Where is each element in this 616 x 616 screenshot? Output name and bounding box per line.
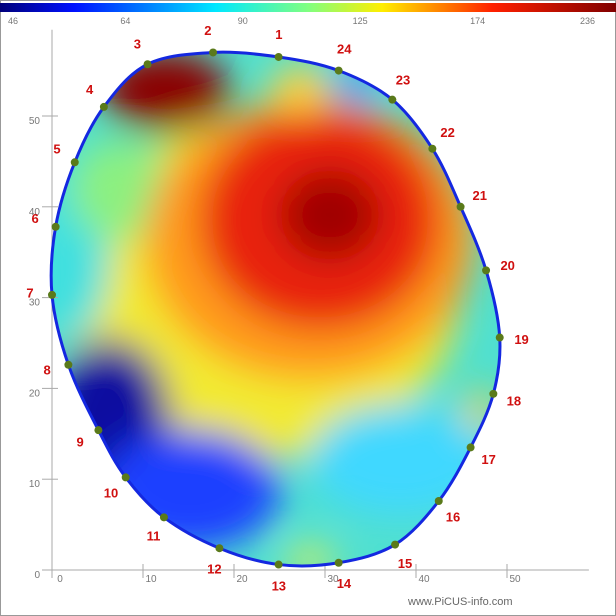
sensor-label: 17 <box>481 452 495 467</box>
sensor-label: 5 <box>53 141 60 156</box>
sensor-point <box>482 266 491 275</box>
colorbar-label: 236 <box>580 16 595 26</box>
sensor-point <box>143 60 152 69</box>
watermark: www.PiCUS-info.com <box>407 596 513 608</box>
sensor-label: 23 <box>396 72 410 87</box>
sensor-point <box>159 513 168 522</box>
sensor-label: 16 <box>446 510 460 525</box>
sensor-point <box>121 473 130 482</box>
y-tick-label: 40 <box>29 207 41 218</box>
sensor-label: 12 <box>207 562 221 577</box>
sensor-label: 20 <box>500 258 514 273</box>
sensor-point <box>388 95 397 104</box>
colorbar <box>0 3 616 12</box>
sensor-point <box>70 158 79 167</box>
sensor-point <box>48 290 56 299</box>
sensor-point <box>495 333 504 342</box>
sensor-point <box>456 202 465 211</box>
sensor-point <box>391 540 400 549</box>
sensor-point <box>209 48 218 57</box>
sensor-label: 13 <box>272 579 286 594</box>
x-tick-label: 0 <box>57 574 63 585</box>
sensor-label: 24 <box>337 41 352 56</box>
sensor-point <box>274 560 283 569</box>
sensor-point <box>64 360 73 369</box>
sensor-point <box>334 558 343 567</box>
sensor-label: 1 <box>275 27 282 42</box>
y-tick-label: 20 <box>29 388 41 399</box>
sensor-label: 19 <box>514 332 528 347</box>
sensor-point <box>334 66 343 75</box>
sensor-point <box>274 52 283 61</box>
sensor-label: 22 <box>440 125 454 140</box>
sensor-point <box>94 426 103 435</box>
sensor-label: 21 <box>473 188 487 203</box>
sensor-label: 2 <box>204 23 211 38</box>
x-tick-label: 10 <box>145 574 157 585</box>
colorbar-label: 174 <box>470 16 485 26</box>
y-tick-label: 0 <box>34 570 40 581</box>
y-tick-label: 10 <box>29 479 41 490</box>
sensor-label: 8 <box>43 362 50 377</box>
sensor-point <box>215 544 224 553</box>
sensor-label: 14 <box>337 576 352 591</box>
sensor-point <box>466 443 475 452</box>
x-tick-label: 40 <box>418 574 430 585</box>
sensor-label: 4 <box>86 82 94 97</box>
sensor-label: 15 <box>398 556 412 571</box>
x-tick-label: 30 <box>327 574 339 585</box>
sensor-point <box>428 144 437 153</box>
sensor-label: 9 <box>77 434 84 449</box>
colorbar-label: 90 <box>238 16 248 26</box>
sensor-label: 7 <box>26 285 33 300</box>
x-tick-label: 20 <box>236 574 248 585</box>
x-tick-label: 50 <box>509 574 521 585</box>
colorbar-label: 64 <box>120 16 130 26</box>
sensor-label: 10 <box>104 486 118 501</box>
sensor-point <box>434 496 443 505</box>
sensor-label: 18 <box>507 394 521 409</box>
sensor-label: 6 <box>31 211 38 226</box>
sensor-point <box>99 102 108 111</box>
y-tick-label: 50 <box>29 116 41 127</box>
colorbar-label: 125 <box>353 16 368 26</box>
sensor-label: 3 <box>134 37 141 52</box>
sensor-point <box>489 389 498 398</box>
sensor-label: 11 <box>147 529 161 544</box>
sensor-point <box>51 222 60 231</box>
y-tick-label: 30 <box>29 298 41 309</box>
colorbar-label: 46 <box>8 16 18 26</box>
